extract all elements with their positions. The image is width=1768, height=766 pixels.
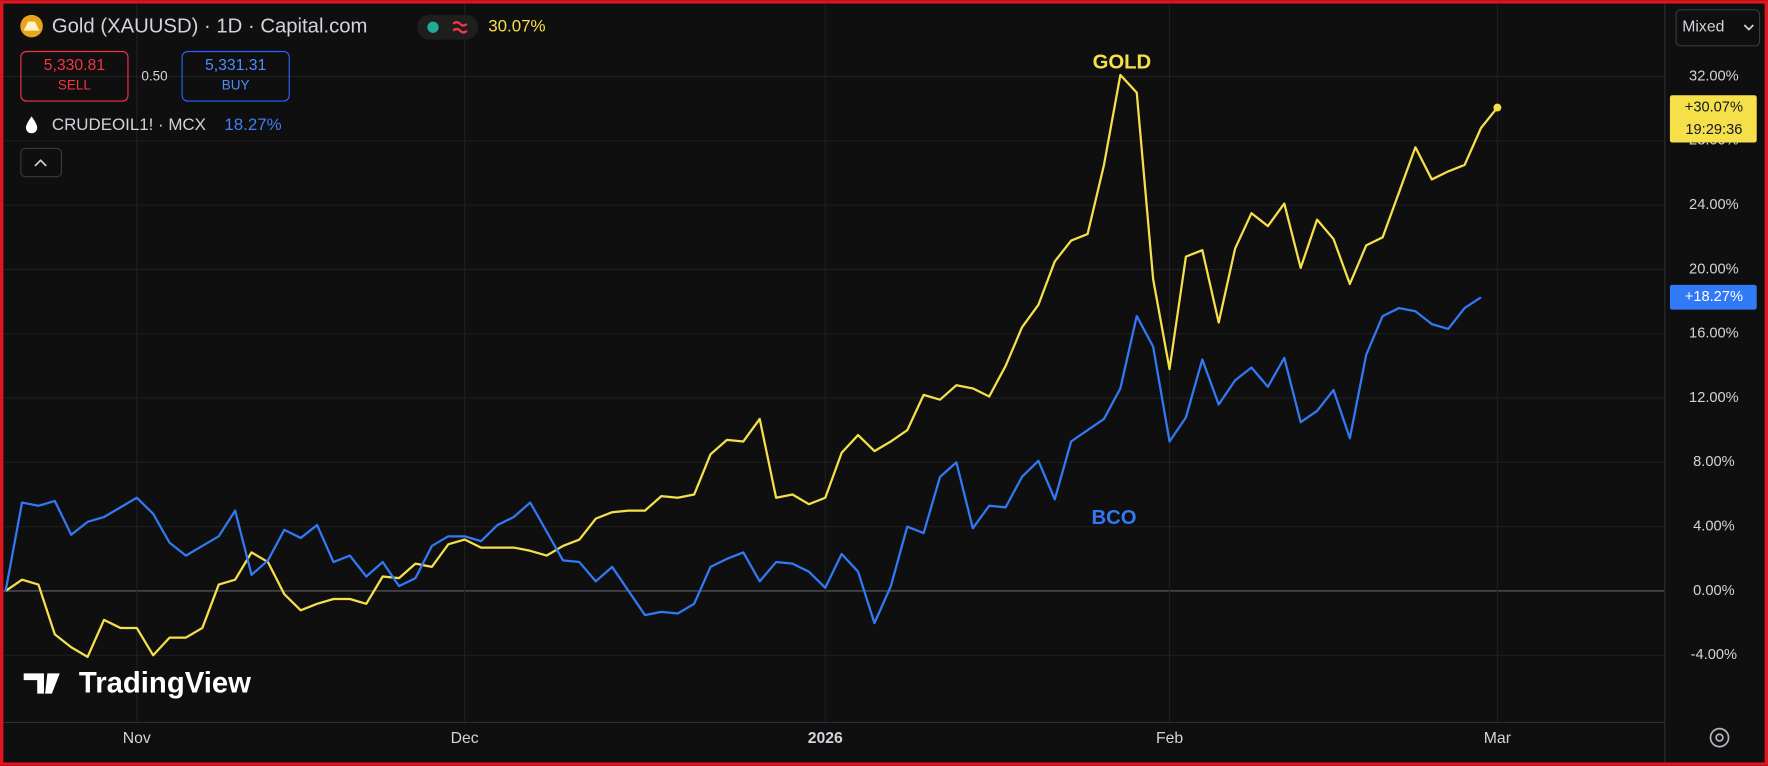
series-line (4, 296, 1482, 625)
logo-mark (23, 673, 60, 694)
x-tick-label: Mar (1484, 730, 1511, 747)
settings-icon[interactable] (1709, 727, 1730, 748)
dropdown-chevron (1743, 24, 1754, 31)
sell-price: 5,330.81 (44, 57, 105, 74)
compare-icon (25, 116, 38, 134)
scale-mode-dropdown[interactable] (1675, 9, 1761, 47)
x-tick-label: 2026 (808, 730, 843, 747)
y-tick-label: 8.00% (1693, 454, 1735, 470)
collapse-button[interactable] (20, 147, 63, 178)
series-line (4, 73, 1499, 659)
symbol-change: 30.07% (488, 17, 545, 36)
y-tick-label: 4.00% (1693, 519, 1735, 535)
price-label-box (1669, 95, 1757, 143)
x-tick-label: Nov (123, 730, 151, 747)
compare-symbol[interactable]: CRUDEOIL1! · MCX (52, 115, 206, 134)
y-tick-label: 32.00% (1689, 68, 1739, 84)
market-status (427, 21, 439, 33)
chevron-up (34, 159, 47, 167)
series-label: BCO (1091, 507, 1136, 529)
status-pill[interactable] (417, 14, 479, 40)
price-label: +18.27% (1685, 289, 1743, 305)
x-tick-label: Feb (1156, 730, 1183, 747)
symbol-icon-bar (23, 21, 40, 31)
buy-button[interactable] (181, 50, 290, 102)
buy-price: 5,331.31 (205, 57, 266, 74)
y-tick-label: 0.00% (1693, 583, 1735, 599)
price-label-box (1669, 284, 1757, 310)
y-tick-label: 24.00% (1689, 197, 1739, 213)
y-tick-label: 20.00% (1689, 261, 1739, 277)
buy-label: BUY (222, 77, 250, 92)
last-point (1493, 103, 1502, 112)
delay-icon (452, 21, 468, 34)
price-label: +30.07% (1685, 99, 1743, 115)
countdown-label: 19:29:36 (1685, 122, 1742, 138)
sell-label: SELL (58, 77, 92, 92)
x-tick-label: Dec (451, 730, 479, 747)
series-label: GOLD (1093, 52, 1152, 74)
compare-change: 18.27% (224, 115, 281, 134)
symbol-title[interactable]: Gold (XAUUSD) · 1D · Capital.com (52, 16, 368, 38)
sell-button[interactable] (20, 50, 129, 102)
settings-icon-center (1715, 733, 1724, 742)
scale-mode: Mixed (1682, 18, 1724, 35)
y-tick-label: -4.00% (1691, 647, 1737, 663)
y-tick-label: 16.00% (1689, 326, 1739, 342)
logo-text[interactable]: TradingView (79, 666, 251, 699)
plot: GOLD +30.07% 19:29:36 BCO +18.27% (4, 52, 1757, 659)
y-tick-label: 12.00% (1689, 390, 1739, 406)
spread: 0.50 (141, 68, 167, 83)
